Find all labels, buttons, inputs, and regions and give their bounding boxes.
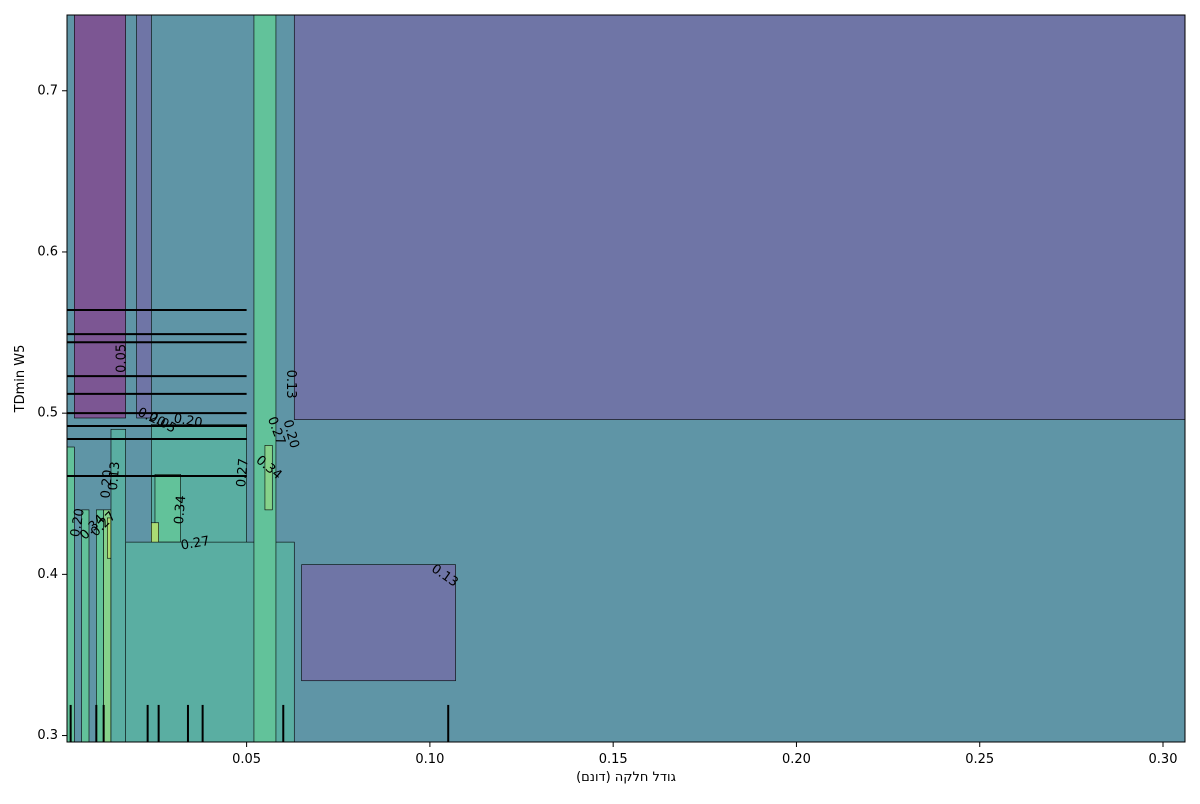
y-axis: 0.3 0.4 0.5 0.6 0.7 xyxy=(37,83,67,743)
x-tick-label: 0.30 xyxy=(1149,752,1178,767)
x-axis: 0.05 0.10 0.15 0.20 0.25 0.30 xyxy=(232,742,1177,767)
plot-frame xyxy=(66,14,1186,743)
contour-region xyxy=(136,15,152,419)
contour-level-label: 0.27 xyxy=(234,458,251,488)
y-tick-label: 0.3 xyxy=(37,728,58,743)
contour-regions xyxy=(67,15,1185,742)
contour-region xyxy=(96,509,104,742)
y-tick-label: 0.6 xyxy=(37,244,58,259)
contour-region xyxy=(154,474,181,543)
y-tick-label: 0.7 xyxy=(37,83,58,98)
contour-region xyxy=(264,445,273,511)
contour-level-label: 0.20 xyxy=(99,469,116,499)
contour-region xyxy=(253,15,277,742)
contour-level-label: 0.13 xyxy=(106,461,123,491)
contour-level-label: 0.20 xyxy=(172,411,203,431)
rug-marks xyxy=(67,308,450,742)
contour-level-label: 0.13 xyxy=(283,370,298,399)
contour-level-label: 0.20 xyxy=(68,507,88,538)
x-tick-label: 0.05 xyxy=(232,752,261,767)
contour-level-label: 0.20 xyxy=(280,418,302,450)
x-tick-label: 0.25 xyxy=(965,752,994,767)
contour-region xyxy=(301,564,456,682)
x-tick-label: 0.10 xyxy=(415,752,444,767)
y-axis-title: TDmin W5 xyxy=(13,345,28,414)
y-tick-label: 0.5 xyxy=(37,406,58,421)
contour-region xyxy=(74,15,126,419)
contour-region xyxy=(67,446,75,742)
contour-level-label: 0.05 xyxy=(114,344,129,373)
contour-level-label: 0.34 xyxy=(172,495,189,525)
x-tick-label: 0.20 xyxy=(782,752,811,767)
x-axis-title: גודל חלקה (דונם) xyxy=(576,770,676,785)
y-tick-label: 0.4 xyxy=(37,567,58,582)
contour-region xyxy=(81,509,90,742)
x-tick-label: 0.15 xyxy=(599,752,628,767)
contour-region xyxy=(293,15,1185,420)
contour-level-label: 0.27 xyxy=(180,534,211,554)
contour-region xyxy=(110,428,126,742)
